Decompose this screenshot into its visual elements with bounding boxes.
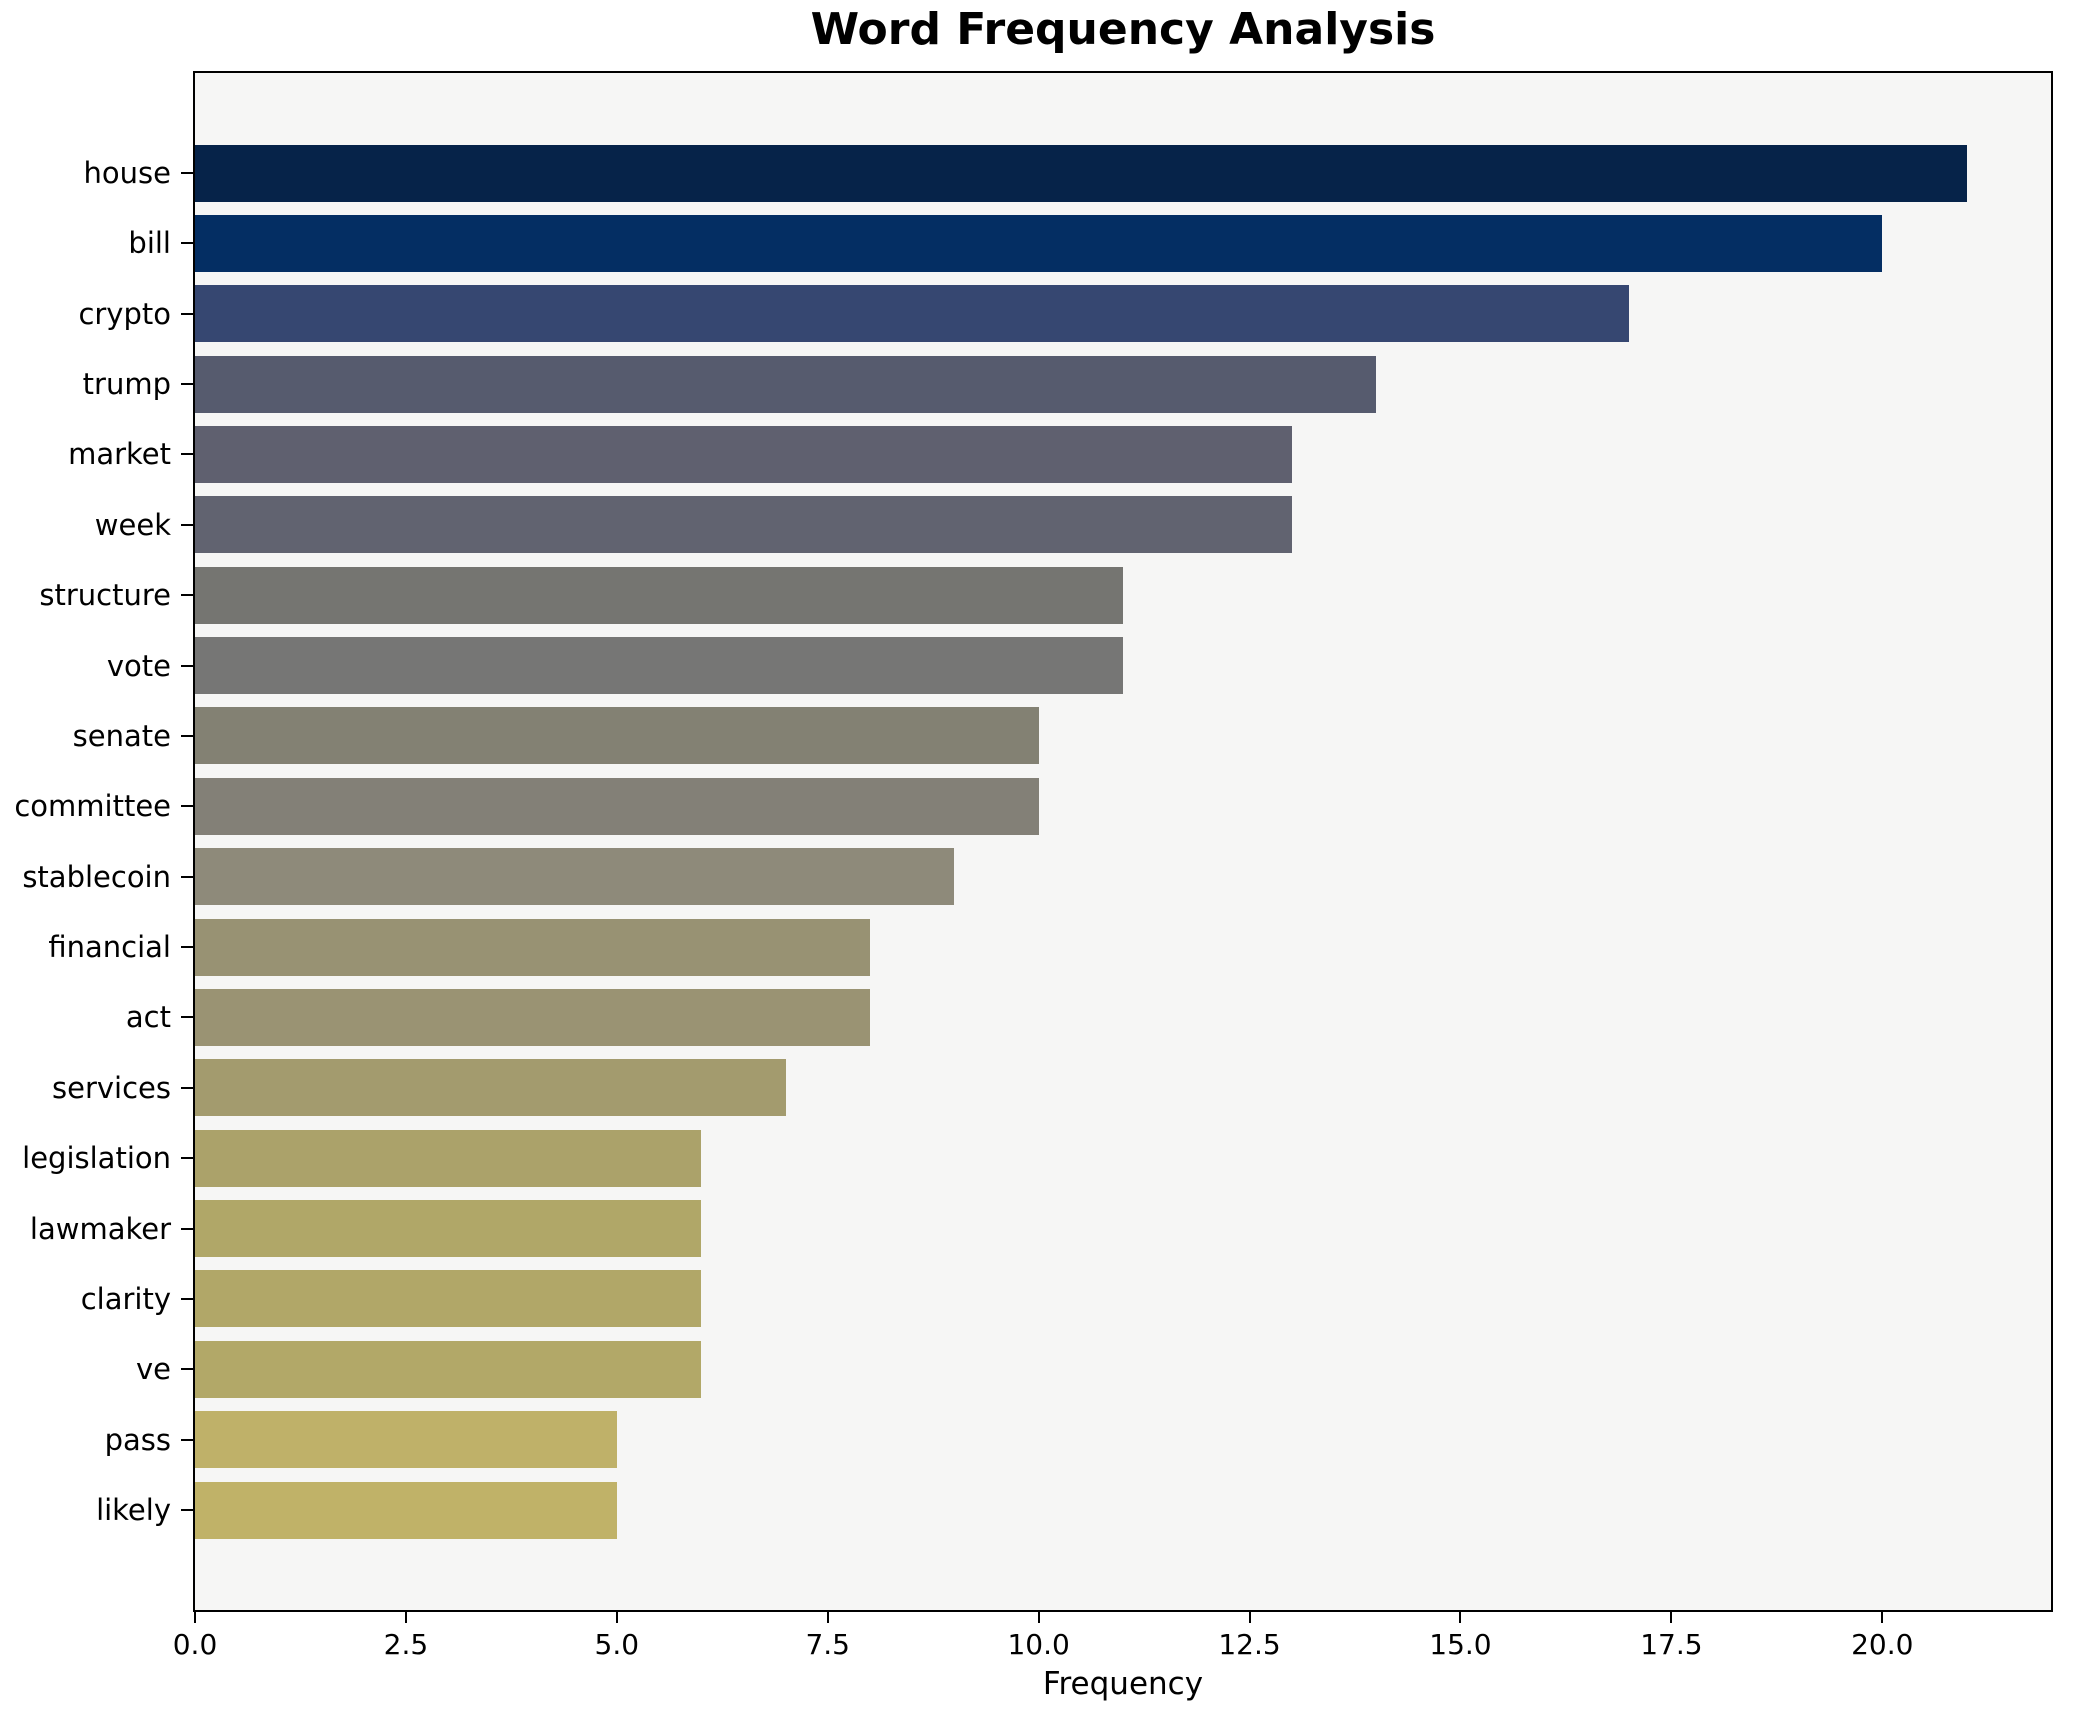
x-tick-mark: [1459, 1612, 1462, 1623]
x-tick-label-5.0: 5.0: [594, 1628, 640, 1661]
y-tick-label-financial: financial: [48, 930, 171, 965]
x-tick-mark: [1881, 1612, 1884, 1623]
bar-ve: [195, 1340, 702, 1398]
x-tick-label-17.5: 17.5: [1640, 1628, 1703, 1661]
x-tick-mark: [615, 1612, 618, 1623]
bar-trump: [195, 355, 1377, 413]
y-tick-mark: [181, 1086, 193, 1089]
y-tick-mark: [181, 734, 193, 737]
y-tick-label-services: services: [52, 1070, 171, 1105]
bar-crypto: [195, 285, 1630, 343]
y-tick-mark: [181, 242, 193, 245]
x-tick-mark: [826, 1612, 829, 1623]
bar-house: [195, 144, 1967, 202]
x-tick-label-7.5: 7.5: [805, 1628, 850, 1661]
bar-clarity: [195, 1270, 702, 1328]
bar-bill: [195, 214, 1883, 272]
y-tick-mark: [181, 312, 193, 315]
bar-likely: [195, 1481, 617, 1539]
y-tick-mark: [181, 946, 193, 949]
plot-area: [193, 71, 2053, 1612]
y-tick-label-senate: senate: [72, 718, 171, 753]
y-tick-mark: [181, 875, 193, 878]
bar-act: [195, 988, 870, 1046]
y-tick-label-pass: pass: [104, 1422, 171, 1457]
y-tick-mark: [181, 1016, 193, 1019]
x-tick-mark: [194, 1612, 196, 1623]
bar-week: [195, 496, 1292, 554]
y-tick-label-ve: ve: [135, 1352, 171, 1387]
y-tick-label-stablecoin: stablecoin: [22, 859, 171, 894]
y-tick-label-legislation: legislation: [22, 1141, 171, 1176]
y-tick-label-crypto: crypto: [78, 296, 171, 331]
x-tick-mark: [1670, 1612, 1673, 1623]
bar-services: [195, 1059, 786, 1117]
y-tick-label-act: act: [125, 1000, 171, 1035]
bar-committee: [195, 777, 1039, 835]
chart-title: Word Frequency Analysis: [810, 4, 1436, 55]
bar-stablecoin: [195, 848, 955, 906]
bar-senate: [195, 707, 1039, 765]
x-tick-label-12.5: 12.5: [1218, 1628, 1281, 1661]
y-tick-label-committee: committee: [14, 789, 171, 824]
y-tick-label-likely: likely: [96, 1493, 171, 1527]
bar-vote: [195, 637, 1123, 695]
y-tick-mark: [181, 453, 193, 456]
y-tick-label-market: market: [68, 437, 171, 472]
x-tick-label-20.0: 20.0: [1851, 1628, 1914, 1661]
y-tick-mark: [181, 594, 193, 597]
bar-lawmaker: [195, 1200, 702, 1258]
bar-legislation: [195, 1129, 702, 1187]
x-tick-mark: [1248, 1612, 1251, 1623]
y-tick-label-week: week: [94, 507, 171, 542]
x-tick-label-0.0: 0.0: [172, 1628, 218, 1661]
y-tick-mark: [181, 523, 193, 526]
y-tick-mark: [181, 1368, 193, 1371]
x-tick-label-15.0: 15.0: [1429, 1628, 1492, 1661]
y-tick-mark: [181, 1509, 193, 1511]
y-tick-label-vote: vote: [106, 648, 171, 683]
y-tick-mark: [181, 1157, 193, 1160]
y-tick-label-structure: structure: [39, 578, 171, 613]
x-axis-label: Frequency: [1042, 1666, 1204, 1702]
y-tick-label-trump: trump: [82, 367, 171, 402]
bar-market: [195, 425, 1292, 483]
x-tick-mark: [404, 1612, 407, 1623]
x-tick-label-2.5: 2.5: [383, 1628, 429, 1661]
bar-financial: [195, 918, 870, 976]
bar-pass: [195, 1411, 617, 1469]
y-tick-mark: [181, 172, 193, 174]
bar-structure: [195, 566, 1123, 624]
y-tick-mark: [181, 805, 193, 808]
x-tick-mark: [1037, 1612, 1040, 1623]
y-tick-label-bill: bill: [128, 226, 171, 261]
y-tick-mark: [181, 1227, 193, 1230]
y-tick-mark: [181, 1438, 193, 1441]
x-tick-label-10.0: 10.0: [1007, 1628, 1070, 1661]
y-tick-label-house: house: [83, 156, 171, 190]
y-tick-mark: [181, 383, 193, 386]
y-tick-mark: [181, 664, 193, 667]
y-tick-label-clarity: clarity: [80, 1281, 171, 1316]
y-tick-mark: [181, 1297, 193, 1300]
y-tick-label-lawmaker: lawmaker: [29, 1211, 171, 1246]
